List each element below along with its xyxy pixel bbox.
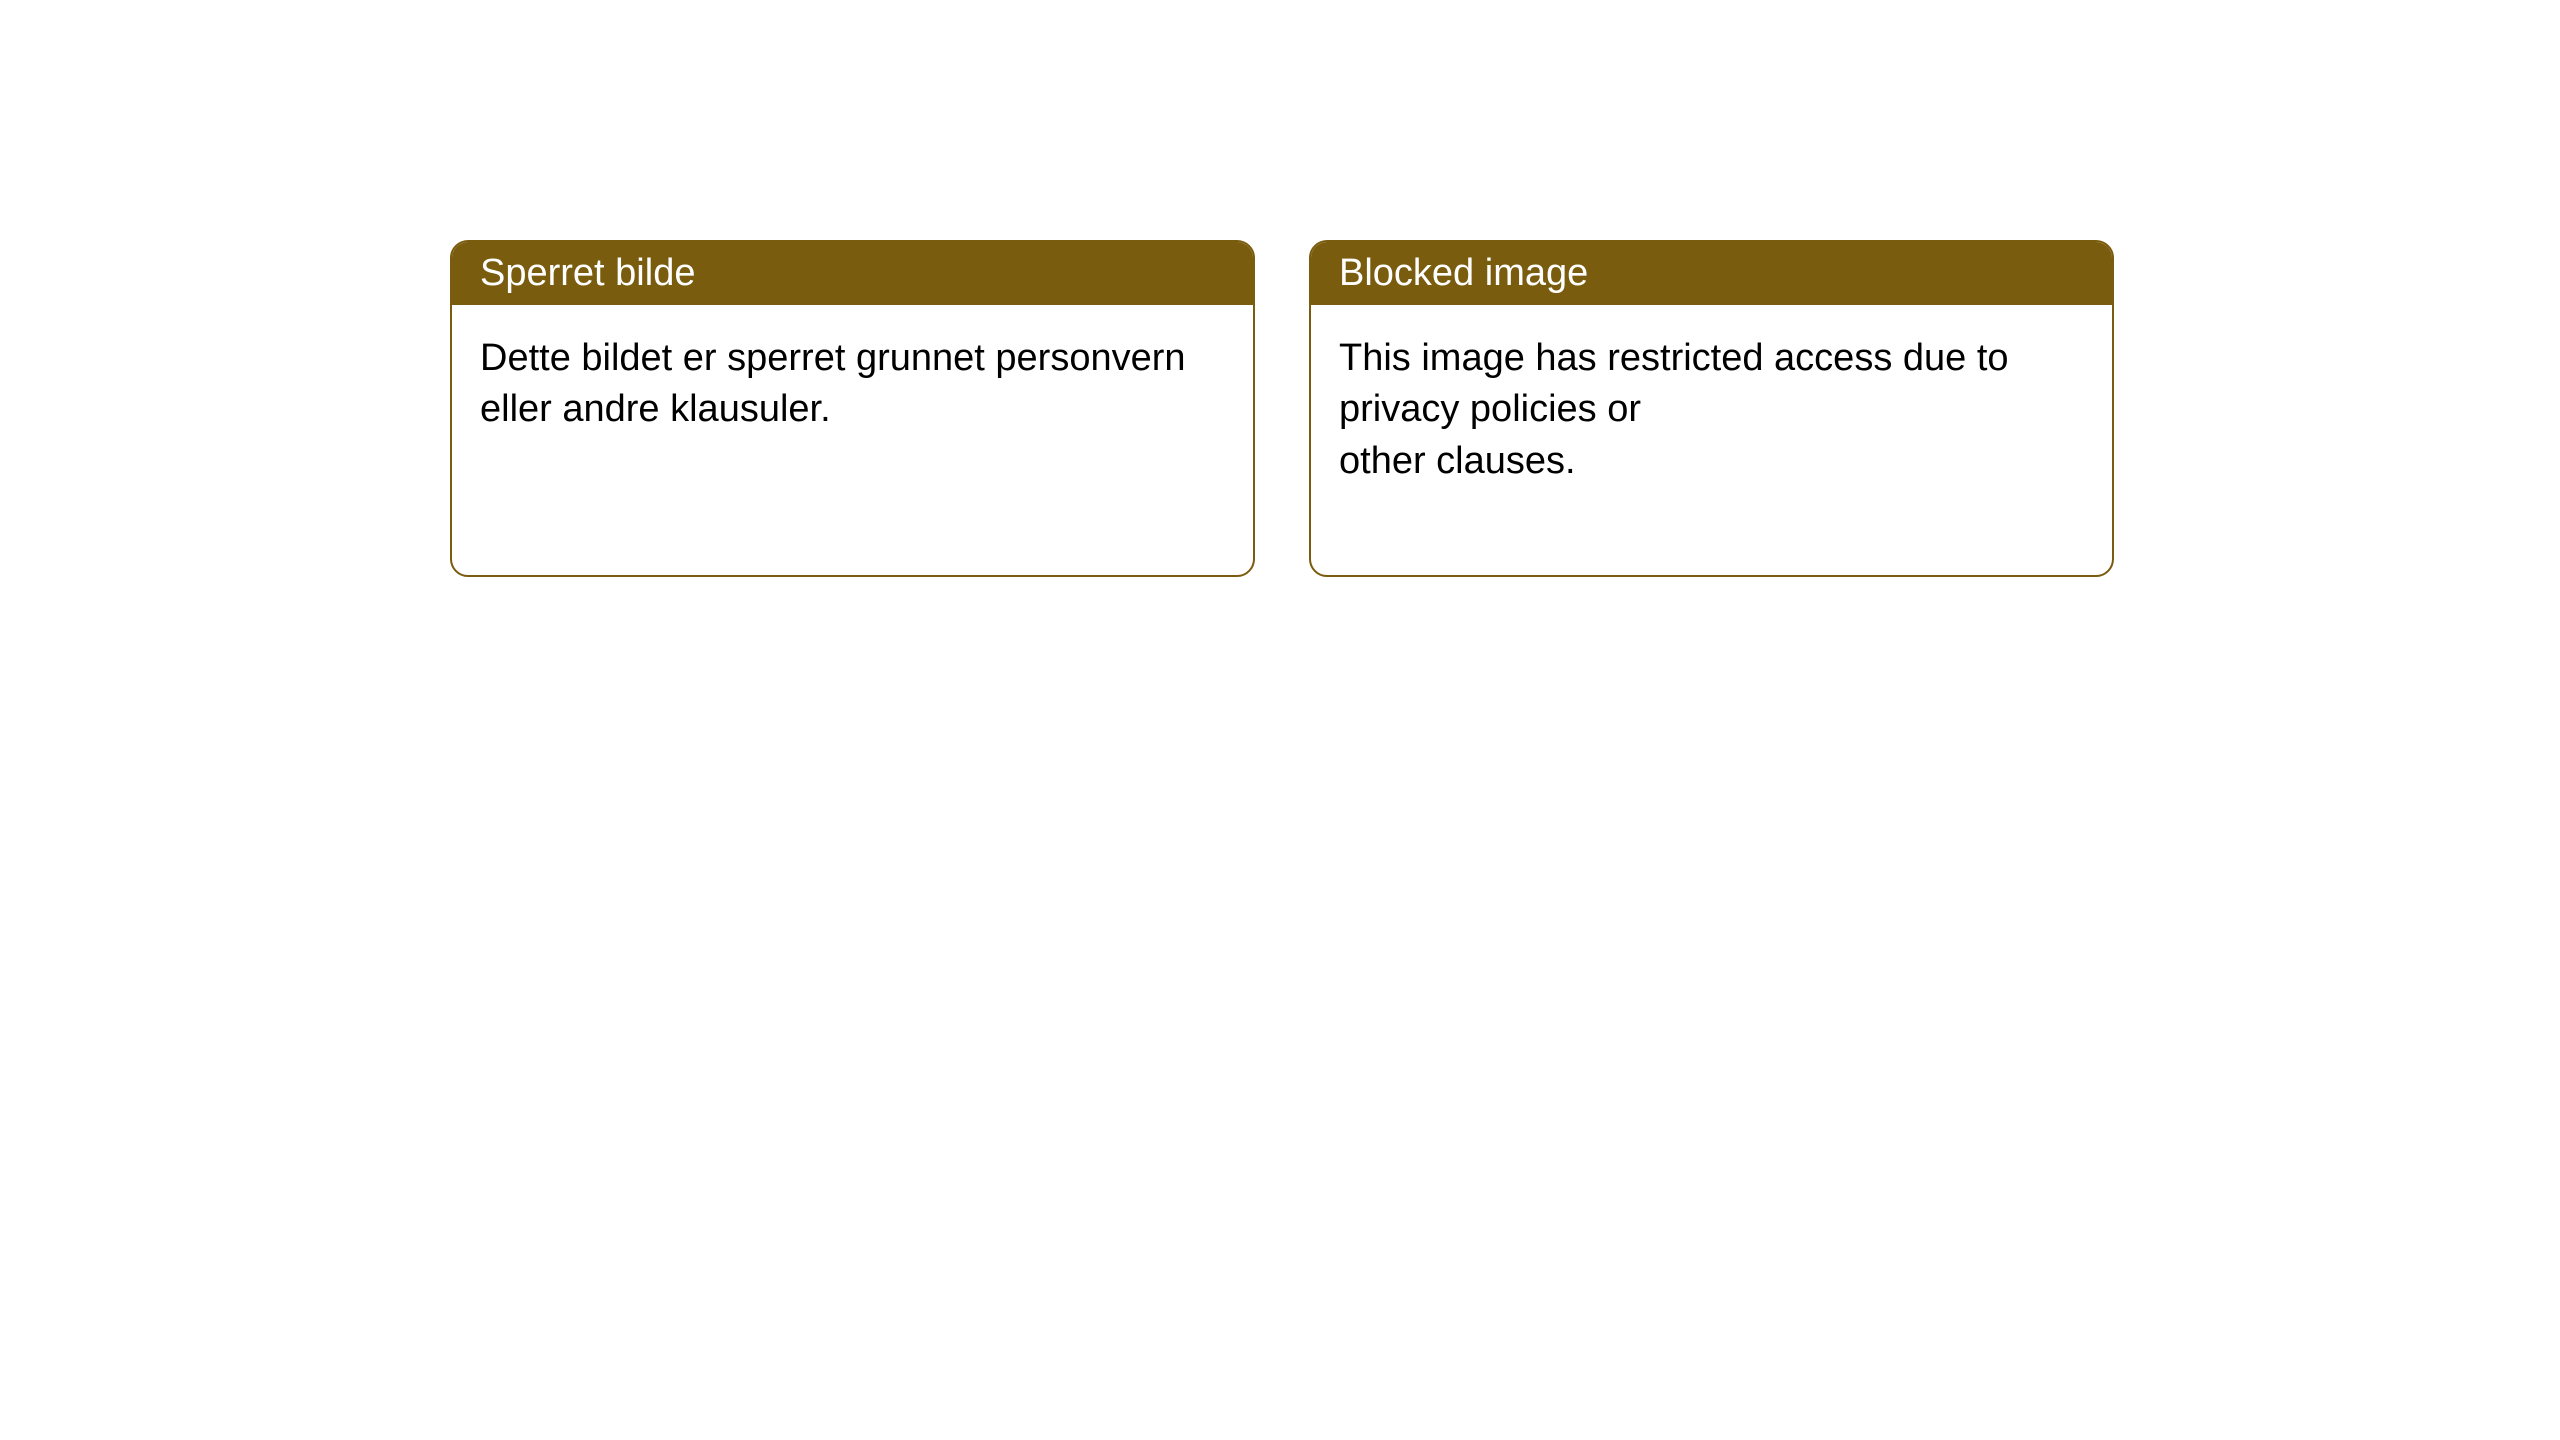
notice-title: Sperret bilde [452, 242, 1253, 305]
notice-body: Dette bildet er sperret grunnet personve… [452, 305, 1253, 575]
notice-title: Blocked image [1311, 242, 2112, 305]
notice-card-english: Blocked image This image has restricted … [1309, 240, 2114, 577]
notice-body: This image has restricted access due to … [1311, 305, 2112, 575]
notice-container: Sperret bilde Dette bildet er sperret gr… [0, 0, 2560, 577]
notice-card-norwegian: Sperret bilde Dette bildet er sperret gr… [450, 240, 1255, 577]
